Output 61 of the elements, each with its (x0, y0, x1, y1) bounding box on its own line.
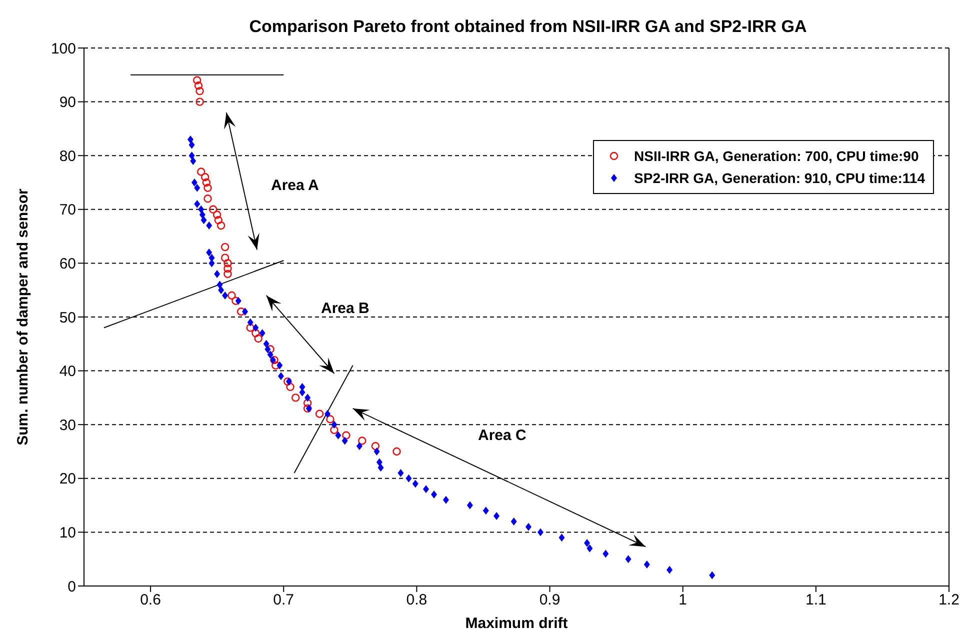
point (208, 205, 218, 214)
x-tick-label: 1.1 (805, 592, 826, 609)
point (228, 291, 236, 300)
point (201, 173, 210, 182)
y-tick-label: 10 (59, 524, 76, 542)
point (286, 382, 294, 392)
y-tick-label: 0 (68, 578, 76, 596)
y-tick-label: 30 (59, 416, 76, 434)
point (194, 82, 203, 90)
point (342, 431, 350, 440)
point (212, 210, 222, 219)
y-tick-label: 50 (59, 309, 76, 326)
point (303, 404, 312, 413)
point (358, 436, 366, 445)
point (330, 426, 338, 434)
y-tick-label: 100 (50, 40, 76, 58)
y-tick-label: 80 (59, 148, 76, 165)
point (220, 254, 230, 262)
y-axis-title: Sum. number of damper and sensor (14, 188, 32, 446)
legend-label: NSII-IRR GA, Generation: 700, CPU time:90 (634, 147, 919, 166)
point (270, 356, 278, 364)
y-tick-label: 40 (59, 363, 76, 380)
point (252, 329, 260, 338)
point (303, 398, 312, 408)
x-tick-label: 0.8 (406, 592, 428, 609)
x-tick-label: 1.2 (938, 592, 960, 609)
y-tick-label: 60 (59, 256, 76, 273)
point (204, 194, 212, 203)
point (193, 76, 202, 84)
point (254, 334, 262, 343)
point (220, 242, 230, 252)
point (216, 221, 226, 230)
point (392, 447, 401, 456)
x-tick-label: 0.6 (140, 592, 161, 609)
point (326, 415, 334, 424)
point (315, 410, 324, 418)
annotation: Area C (478, 427, 526, 444)
point (246, 324, 254, 332)
point (224, 270, 232, 278)
x-tick-label: 1 (678, 592, 688, 609)
x-tick-label: 0.7 (273, 592, 294, 609)
point (197, 168, 206, 176)
annotation: Area A (271, 177, 319, 194)
x-tick-label: 0.9 (539, 592, 560, 609)
point (224, 259, 232, 268)
annotation: Area B (321, 300, 370, 317)
x-axis-title: Maximum drift (465, 615, 568, 632)
y-tick-label: 70 (59, 202, 76, 219)
point (204, 184, 212, 192)
point (196, 86, 204, 96)
point (224, 264, 232, 273)
point (202, 178, 211, 187)
legend-label: SP2-IRR GA, Generation: 910, CPU time:114 (634, 169, 925, 188)
y-tick-label: 20 (59, 470, 76, 488)
chart-title: Comparison Pareto front obtained from NSII-IRR GA and SP2-IRR GA (249, 17, 807, 36)
point (272, 361, 280, 370)
point (214, 216, 223, 224)
point (291, 394, 300, 402)
point (371, 442, 380, 450)
y-tick-label: 90 (59, 94, 76, 112)
point (196, 98, 204, 106)
